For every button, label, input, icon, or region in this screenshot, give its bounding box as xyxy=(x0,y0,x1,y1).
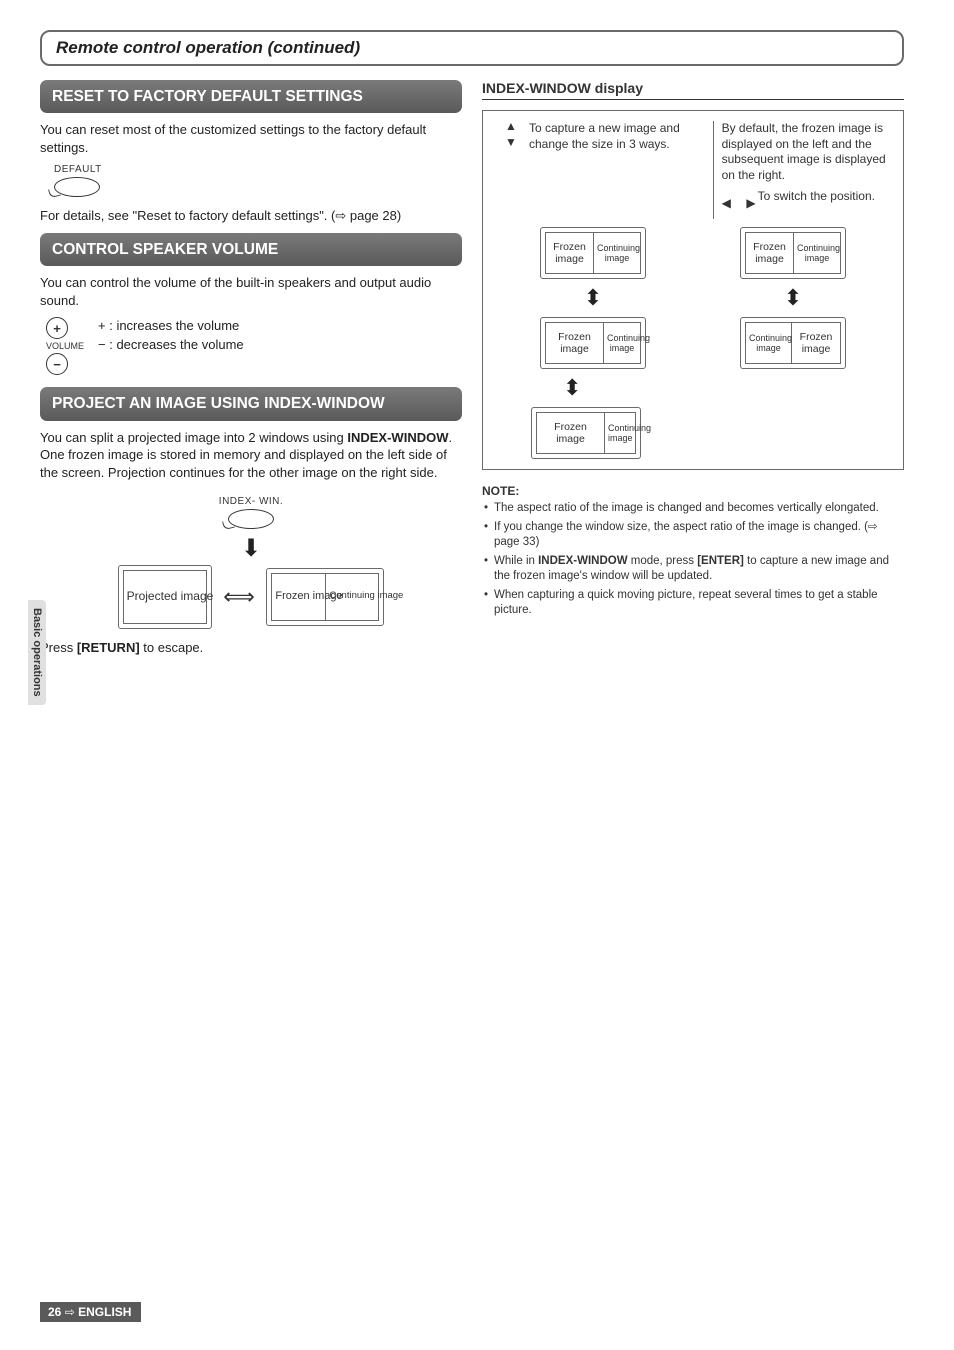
projected-window: Projected image xyxy=(118,565,212,629)
state-row-2: Frozen image Continuing image Continuing… xyxy=(493,317,893,369)
volume-minus-icon: − xyxy=(46,353,68,375)
oval-button-icon xyxy=(54,177,100,197)
note-top-row: ▲▼ To capture a new image and change the… xyxy=(493,121,893,219)
page-heading-title: Remote control operation (continued) xyxy=(56,38,888,58)
footer-lang: ENGLISH xyxy=(78,1305,131,1319)
index-diagram: INDEX- WIN. ⬇ Projected image ⟺ Frozen i… xyxy=(40,492,462,629)
reset-detail: For details, see "Reset to factory defau… xyxy=(40,207,462,225)
index-oval-icon xyxy=(228,509,274,529)
arrow-updown-icon: ⬍ xyxy=(563,377,581,399)
footer-page-num: 26 xyxy=(48,1305,61,1319)
index-escape: Press [RETURN] to escape. xyxy=(40,639,462,657)
split-window: Frozen image Continuing image xyxy=(266,568,384,626)
volume-graphic: + VOLUME − + : increases the volume − : … xyxy=(46,317,462,375)
default-button-label: DEFAULT xyxy=(54,164,462,175)
capture-desc: To capture a new image and change the si… xyxy=(529,121,705,219)
index-button-label: INDEX- WIN. xyxy=(219,496,283,507)
state2-right-cont: Continuing image xyxy=(746,323,792,363)
note-item: The aspect ratio of the image is changed… xyxy=(482,501,904,517)
state2-left-frozen: Frozen image xyxy=(546,323,604,363)
note-item: If you change the window size, the aspec… xyxy=(482,520,904,551)
notes-list: The aspect ratio of the image is changed… xyxy=(482,501,904,619)
arrow-updown-icon: ⬍ xyxy=(784,287,802,309)
footer-arrow: ⇨ xyxy=(65,1305,75,1319)
volume-minus-text: − : decreases the volume xyxy=(98,336,244,354)
state2-right-frozen: Frozen image xyxy=(792,323,840,363)
volume-text: + : increases the volume − : decreases t… xyxy=(98,317,244,354)
reset-intro: You can reset most of the customized set… xyxy=(40,121,462,156)
footer-bar: 26 ⇨ ENGLISH xyxy=(40,1302,141,1322)
state3-cont: Continuing image xyxy=(605,413,635,453)
state-row-3: Frozen image Continuing image xyxy=(493,407,893,459)
section-reset-title: RESET TO FACTORY DEFAULT SETTINGS xyxy=(40,80,462,113)
dpad-horizontal-icon: ◀▶ xyxy=(726,189,752,215)
switch-desc: To switch the position. xyxy=(758,189,875,205)
right-column: INDEX-WINDOW display ▲▼ To capture a new… xyxy=(482,80,904,664)
arrow-updown-icon: ⬍ xyxy=(584,287,602,309)
continuing-cell: Continuing image xyxy=(326,574,378,620)
index-display-box: ▲▼ To capture a new image and change the… xyxy=(482,110,904,470)
state3-frozen: Frozen image xyxy=(537,413,605,453)
notes-block: NOTE: The aspect ratio of the image is c… xyxy=(482,484,904,619)
note-item: When capturing a quick moving picture, r… xyxy=(482,588,904,619)
default-desc: By default, the frozen image is displaye… xyxy=(713,121,893,219)
notes-title: NOTE: xyxy=(482,484,904,498)
volume-icons: + VOLUME − xyxy=(46,317,84,375)
left-column: RESET TO FACTORY DEFAULT SETTINGS You ca… xyxy=(40,80,462,664)
volume-intro: You can control the volume of the built-… xyxy=(40,274,462,309)
default-button-graphic: DEFAULT xyxy=(54,164,462,197)
note-item: While in INDEX-WINDOW mode, press [ENTER… xyxy=(482,554,904,585)
frozen-cell: Frozen image xyxy=(272,574,326,620)
projected-cell: Projected image xyxy=(124,571,206,623)
state1-right-frozen: Frozen image xyxy=(746,233,794,273)
state2-left-cont: Continuing image xyxy=(604,323,640,363)
state1-right-cont: Continuing image xyxy=(794,233,840,273)
state1-left-frozen: Frozen image xyxy=(546,233,594,273)
arrow-leftright-icon: ⟺ xyxy=(223,584,255,610)
state1-left-cont: Continuing image xyxy=(594,233,640,273)
section-volume-title: CONTROL SPEAKER VOLUME xyxy=(40,233,462,266)
page-heading-box: Remote control operation (continued) xyxy=(40,30,904,66)
side-tab-label: Basic operations xyxy=(28,600,46,705)
state-row-1: Frozen image Continuing image Frozen ima… xyxy=(493,227,893,279)
arrow-row-2: ⬍ xyxy=(493,373,893,403)
volume-plus-icon: + xyxy=(46,317,68,339)
section-index-title: PROJECT AN IMAGE USING INDEX-WINDOW xyxy=(40,387,462,420)
index-intro: You can split a projected image into 2 w… xyxy=(40,429,462,482)
index-display-subhead: INDEX-WINDOW display xyxy=(482,80,904,100)
volume-plus-text: + : increases the volume xyxy=(98,317,244,335)
arrow-row-1: ⬍ ⬍ xyxy=(493,283,893,313)
arrow-down-icon: ⬇ xyxy=(40,537,462,561)
volume-label: VOLUME xyxy=(46,341,84,351)
dpad-vertical-icon: ▲▼ xyxy=(493,121,523,219)
